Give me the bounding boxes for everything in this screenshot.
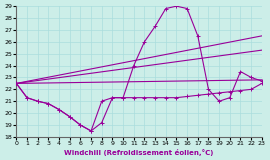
X-axis label: Windchill (Refroidissement éolien,°C): Windchill (Refroidissement éolien,°C) [65, 149, 214, 156]
